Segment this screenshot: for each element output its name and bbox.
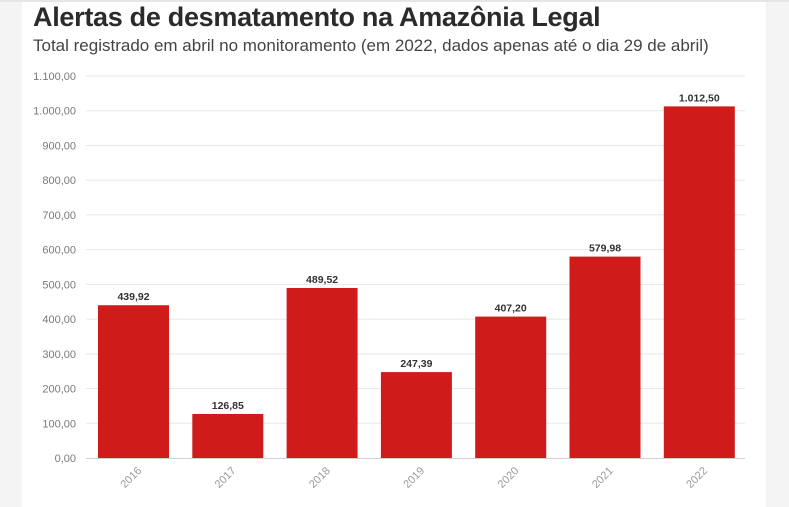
bar-2018 (286, 288, 358, 458)
y-tick-label: 900,00 (42, 140, 76, 152)
bar-2019 (380, 372, 452, 458)
bar-2020 (475, 316, 547, 458)
y-tick-label: 200,00 (42, 384, 76, 396)
y-axis-ticks: 0,00 100,00 200,00 300,00 400,00 500,00 600,00… (33, 71, 76, 465)
y-tick-label: 700,00 (42, 210, 76, 222)
y-tick-label: 600,00 (42, 245, 76, 257)
data-label-2018: 489,52 (306, 274, 338, 286)
data-label-2019: 247,39 (400, 358, 432, 370)
data-labels: 439,92 126,85 489,52 247,39 407,20 579,98 1.01… (117, 92, 719, 412)
bar-2022 (663, 106, 735, 459)
bar-2017 (192, 413, 264, 458)
y-tick-label: 300,00 (42, 349, 76, 361)
y-tick-label: 0,00 (55, 453, 76, 465)
y-tick-label: 100,00 (42, 418, 76, 430)
x-tick-label-2020: 2020 (496, 465, 522, 491)
gridlines (86, 75, 745, 424)
x-tick-label-2017: 2017 (213, 465, 239, 491)
data-label-2020: 407,20 (495, 303, 527, 315)
x-tick-label-2021: 2021 (590, 465, 616, 491)
bar-2016 (98, 305, 169, 458)
y-tick-label: 400,00 (42, 314, 76, 326)
data-label-2016: 439,92 (117, 291, 149, 303)
bars (98, 106, 735, 459)
chart-title: Alertas de desmatamento na Amazônia Lega… (33, 2, 601, 32)
top-border (0, 0, 789, 2)
y-tick-label: 500,00 (42, 279, 76, 291)
data-label-2017: 126,85 (212, 400, 244, 412)
data-label-2022: 1.012,50 (679, 92, 720, 104)
y-tick-label: 1.100,00 (33, 71, 76, 83)
bar-2021 (569, 256, 641, 458)
y-tick-label: 800,00 (42, 175, 76, 187)
y-tick-label: 1.000,00 (33, 106, 76, 118)
chart-subtitle: Total registrado em abril no monitoramen… (33, 36, 709, 55)
x-tick-label-2018: 2018 (307, 465, 333, 491)
x-tick-label-2016: 2016 (118, 465, 144, 491)
data-label-2021: 579,98 (589, 243, 621, 255)
x-axis-ticks: 2016 2017 2018 2019 2020 2021 2022 (118, 465, 710, 491)
x-tick-label-2022: 2022 (684, 465, 710, 491)
x-tick-label-2019: 2019 (401, 465, 427, 491)
